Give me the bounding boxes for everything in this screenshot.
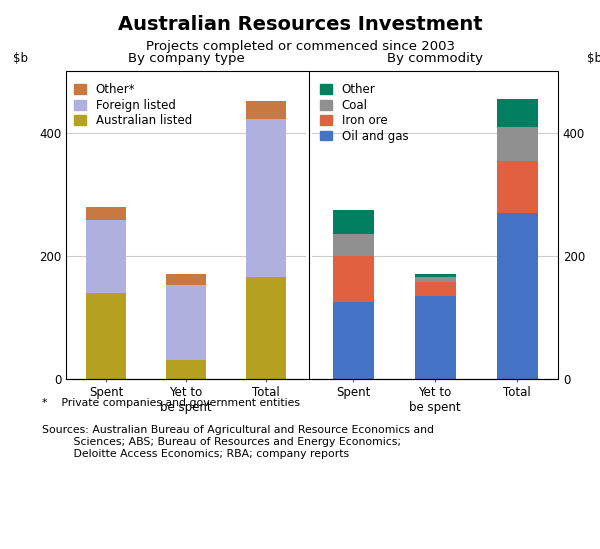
Bar bbox=[415, 277, 455, 282]
Bar bbox=[86, 293, 126, 379]
Legend: Other, Coal, Iron ore, Oil and gas: Other, Coal, Iron ore, Oil and gas bbox=[320, 83, 408, 143]
Bar bbox=[86, 220, 126, 293]
Bar bbox=[332, 210, 373, 234]
Bar bbox=[332, 256, 373, 302]
Bar bbox=[246, 102, 286, 119]
Bar bbox=[332, 234, 373, 256]
Bar bbox=[166, 274, 206, 285]
Text: *    Private companies and government entities: * Private companies and government entit… bbox=[42, 398, 300, 408]
Bar bbox=[246, 277, 286, 379]
Text: By commodity: By commodity bbox=[387, 52, 483, 65]
Legend: Other*, Foreign listed, Australian listed: Other*, Foreign listed, Australian liste… bbox=[74, 83, 192, 127]
Bar bbox=[497, 99, 538, 127]
Bar bbox=[497, 213, 538, 379]
Text: Projects completed or commenced since 2003: Projects completed or commenced since 20… bbox=[146, 40, 455, 53]
Bar bbox=[415, 282, 455, 296]
Bar bbox=[246, 119, 286, 277]
Text: Australian Resources Investment: Australian Resources Investment bbox=[118, 15, 482, 34]
Text: Sources: Australian Bureau of Agricultural and Resource Economics and
         S: Sources: Australian Bureau of Agricultur… bbox=[42, 425, 434, 458]
Bar bbox=[415, 296, 455, 379]
Bar bbox=[166, 285, 206, 360]
Text: By company type: By company type bbox=[128, 52, 244, 65]
Bar bbox=[332, 302, 373, 379]
Bar bbox=[415, 274, 455, 277]
Bar bbox=[497, 160, 538, 213]
Bar bbox=[86, 206, 126, 220]
Text: $b: $b bbox=[587, 52, 600, 65]
Bar bbox=[166, 360, 206, 379]
Text: $b: $b bbox=[13, 52, 28, 65]
Bar bbox=[497, 127, 538, 160]
